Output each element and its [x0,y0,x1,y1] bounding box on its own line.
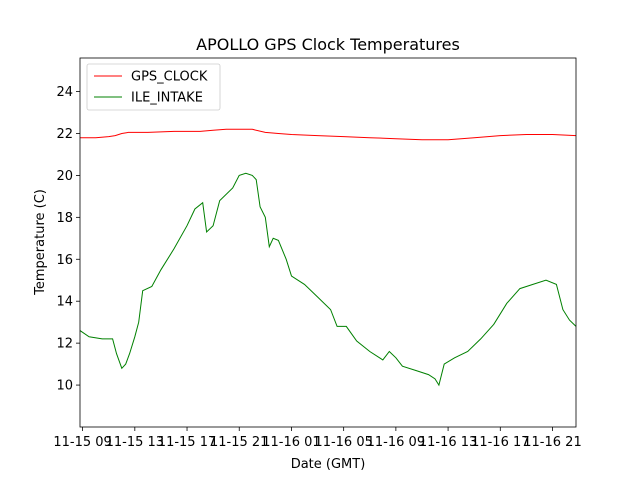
legend-label: GPS_CLOCK [131,70,208,85]
y-tick-label: 22 [56,127,73,142]
x-tick-label: 11-15 17 [158,435,216,450]
series-line-ile-intake [79,172,577,387]
x-tick-label: 11-15 21 [210,435,268,450]
y-tick-label: 12 [56,337,73,352]
y-tick-label: 16 [56,253,73,268]
x-axis-label: Date (GMT) [291,457,366,472]
chart-title: APOLLO GPS Clock Temperatures [196,35,460,54]
plot-frame [79,57,577,428]
y-tick-label: 14 [56,295,73,310]
x-tick-label: 11-15 13 [106,435,164,450]
x-tick-label: 11-15 09 [53,435,111,450]
y-tick-label: 18 [56,211,73,226]
series-line-gps-clock [80,128,577,141]
x-tick-label: 11-16 13 [419,435,477,450]
x-tick-label: 11-16 17 [471,435,529,450]
x-tick-label: 11-16 21 [523,435,581,450]
y-tick-label: 10 [56,379,73,394]
legend-label: ILE_INTAKE [131,91,203,106]
x-tick-label: 11-16 05 [314,435,372,450]
y-tick-label: 20 [56,169,73,184]
plot-area [79,128,577,387]
y-axis-label: Temperature (C) [33,189,48,296]
y-axis: 10 12 14 16 18 20 22 24 [56,85,80,394]
x-tick-label: 11-16 09 [367,435,425,450]
legend: GPS_CLOCK ILE_INTAKE [86,63,221,111]
x-tick-label: 11-16 01 [262,435,320,450]
y-tick-label: 24 [56,85,73,100]
